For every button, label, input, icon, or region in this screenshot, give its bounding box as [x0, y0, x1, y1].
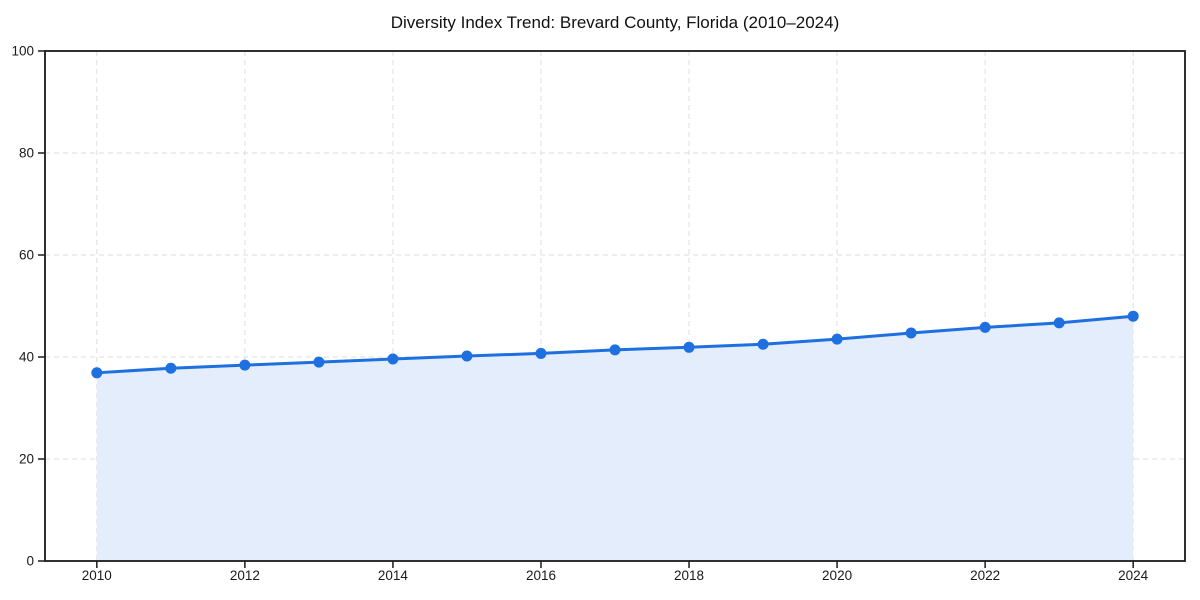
x-axis-tick-labels: 2010 2012 2014 2016 2018 2020 2022 2024 [82, 568, 1149, 583]
x-tick-label: 2012 [230, 568, 260, 583]
data-point-markers [91, 310, 1139, 379]
x-tick-label: 2016 [526, 568, 556, 583]
chart-title: Diversity Index Trend: Brevard County, F… [390, 13, 840, 32]
data-point-2010 [91, 367, 103, 379]
data-point-2011 [165, 362, 177, 374]
x-tick-label: 2014 [378, 568, 409, 583]
y-tick-label: 60 [19, 248, 34, 263]
axis-ticks [38, 50, 1134, 568]
data-point-2016 [535, 347, 547, 359]
y-tick-label: 100 [11, 44, 34, 59]
data-point-2020 [831, 333, 843, 345]
axes-frame [44, 50, 1186, 562]
series-area-fill [96, 316, 1134, 561]
data-point-2012 [239, 359, 251, 371]
y-tick-label: 80 [19, 146, 34, 161]
data-point-2018 [683, 341, 695, 353]
plot-frame [44, 50, 1186, 562]
data-point-2019 [757, 338, 769, 350]
x-tick-label: 2022 [970, 568, 1000, 583]
y-axis-tick-labels: 0 20 40 60 80 100 [11, 44, 34, 569]
y-tick-label: 0 [26, 554, 34, 569]
y-tick-label: 20 [19, 452, 34, 467]
x-tick-label: 2020 [822, 568, 852, 583]
data-point-2014 [387, 353, 399, 365]
data-point-2023 [1053, 317, 1065, 329]
data-point-2015 [461, 350, 473, 362]
x-tick-label: 2010 [82, 568, 112, 583]
data-point-2013 [313, 356, 325, 368]
x-tick-label: 2018 [674, 568, 704, 583]
x-tick-label: 2024 [1118, 568, 1149, 583]
data-point-2024 [1127, 310, 1139, 322]
data-point-2021 [905, 327, 917, 339]
y-tick-label: 40 [19, 350, 34, 365]
data-point-2022 [979, 321, 991, 333]
area-fill [96, 316, 1134, 561]
data-point-2017 [609, 344, 621, 356]
